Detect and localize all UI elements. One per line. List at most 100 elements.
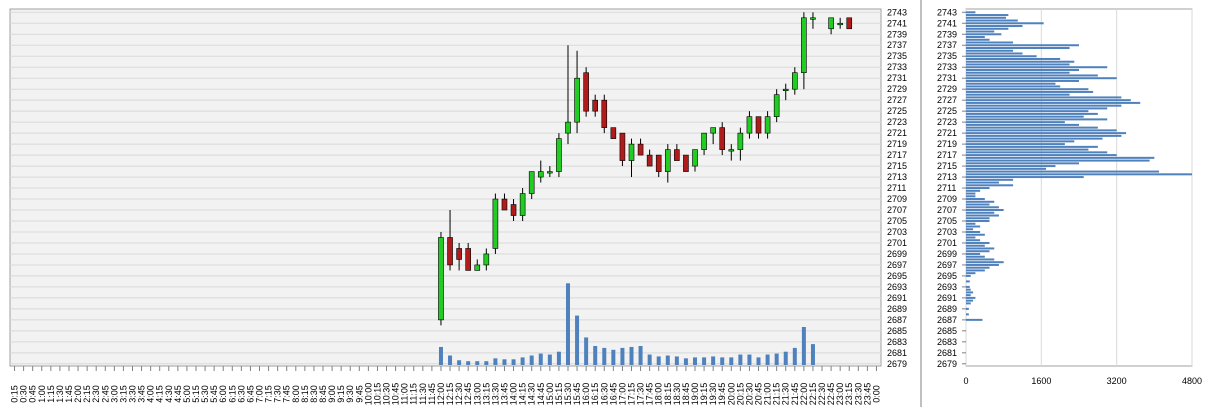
profile-bar [966,195,976,198]
main-y-tick-label: 2735 [887,51,907,61]
main-y-tick-label: 2685 [887,326,907,336]
volume-bar [466,361,471,365]
volume-bar [638,346,643,365]
main-x-tick-label: 1:30 [55,385,65,403]
profile-bar [966,33,1002,36]
profile-bar [966,85,1061,88]
candle-body-up [556,138,562,172]
candle-body-up [746,116,753,134]
candle-body-down [637,143,644,156]
volume-bar [647,354,652,365]
main-x-tick-label: 5:30 [200,385,210,403]
profile-bar [966,154,1117,157]
main-y-tick-label: 2693 [887,282,907,292]
candle-body-up [810,17,816,20]
profile-y-tick-label: 2717 [937,150,957,160]
profile-y-tick-label: 2731 [937,73,957,83]
profile-bar [966,99,1131,102]
candle-body-up [692,149,698,167]
candle-body-up [547,171,553,174]
profile-y-tick-label: 2707 [937,205,957,215]
main-x-tick-label: 19:30 [708,383,718,406]
profile-y-tick-label: 2687 [937,315,957,325]
profile-bar [966,244,985,247]
profile-bar [966,209,1004,212]
profile-bar [966,198,985,201]
profile-y-tick-label: 2701 [937,238,957,248]
profile-y-tick-label: 2727 [937,95,957,105]
main-y-tick-label: 2711 [887,183,906,193]
main-x-tick-label: 0:15 [10,385,20,403]
volume-bar [702,357,707,365]
main-x-tick-label: 3:30 [127,385,137,403]
volume-bar [575,315,580,365]
main-y-tick-label: 2727 [887,95,907,105]
candle-body-down [719,127,726,150]
profile-bar [966,233,985,236]
main-x-tick-label: 22:15 [808,383,818,406]
profile-bar [966,187,990,190]
main-x-tick-label: 18:00 [654,383,664,406]
main-x-tick-label: 2:45 [100,385,110,403]
profile-bar [966,27,1009,30]
profile-bar [966,30,995,33]
volume-bar [438,346,443,365]
profile-bar [966,112,1098,115]
main-x-tick-label: 21:45 [790,383,800,406]
main-y-tick-label: 2707 [887,205,907,215]
main-y-tick-label: 2705 [887,216,907,226]
main-x-tick-label: 17:15 [626,383,636,406]
main-x-tick-label: 4:45 [173,385,183,403]
profile-bar [966,296,976,299]
main-x-tick-label: 15:30 [563,383,573,406]
profile-bar [966,299,974,302]
main-x-tick-label: 23:15 [844,383,854,406]
profile-bar [966,167,1047,170]
candle-body-up [801,17,807,74]
main-x-tick-label: 18:30 [672,383,682,406]
main-x-tick-label: 15:15 [554,383,564,406]
profile-bar [966,181,999,184]
volume-bar [747,354,752,365]
profile-bar [966,107,1108,110]
main-x-tick-label: 10:00 [363,383,373,406]
profile-bar [966,16,1007,19]
profile-bar [966,41,1014,44]
main-x-tick-label: 2:30 [91,385,101,403]
candle-body-up [828,17,834,30]
profile-bar [966,239,981,242]
profile-bar [966,269,985,272]
profile-bar [966,49,1014,52]
main-x-tick-label: 3:15 [118,385,128,403]
main-x-tick-label: 9:00 [327,385,337,403]
main-x-tick-label: 21:30 [781,383,791,406]
profile-y-tick-label: 2721 [937,128,957,138]
profile-y-tick-label: 2685 [937,326,957,336]
profile-y-tick-label: 2705 [937,216,957,226]
main-x-tick-label: 17:45 [645,383,655,406]
profile-y-tick-label: 2719 [937,139,957,149]
volume-bar [711,356,716,365]
profile-x-tick-label: 4800 [1182,376,1202,386]
volume-bar [520,357,525,365]
profile-bar [966,66,1108,69]
profile-bar [966,123,1079,126]
profile-bar [966,170,1160,173]
main-y-tick-label: 2743 [887,7,907,17]
main-x-tick-label: 18:15 [663,383,673,406]
profile-bar [966,156,1155,159]
volume-bar [693,357,698,365]
volume-bar [475,361,480,365]
main-x-tick-label: 3:00 [109,385,119,403]
profile-y-tick-label: 2691 [937,293,957,303]
candle-body-down [601,99,608,128]
candle-body-up [701,132,707,150]
main-x-tick-label: 13:45 [499,383,509,406]
volume-bar [556,351,561,365]
candle-body-down [846,17,853,30]
profile-bar [966,272,976,275]
main-y-tick-label: 2695 [887,271,907,281]
volume-bar [683,358,688,365]
